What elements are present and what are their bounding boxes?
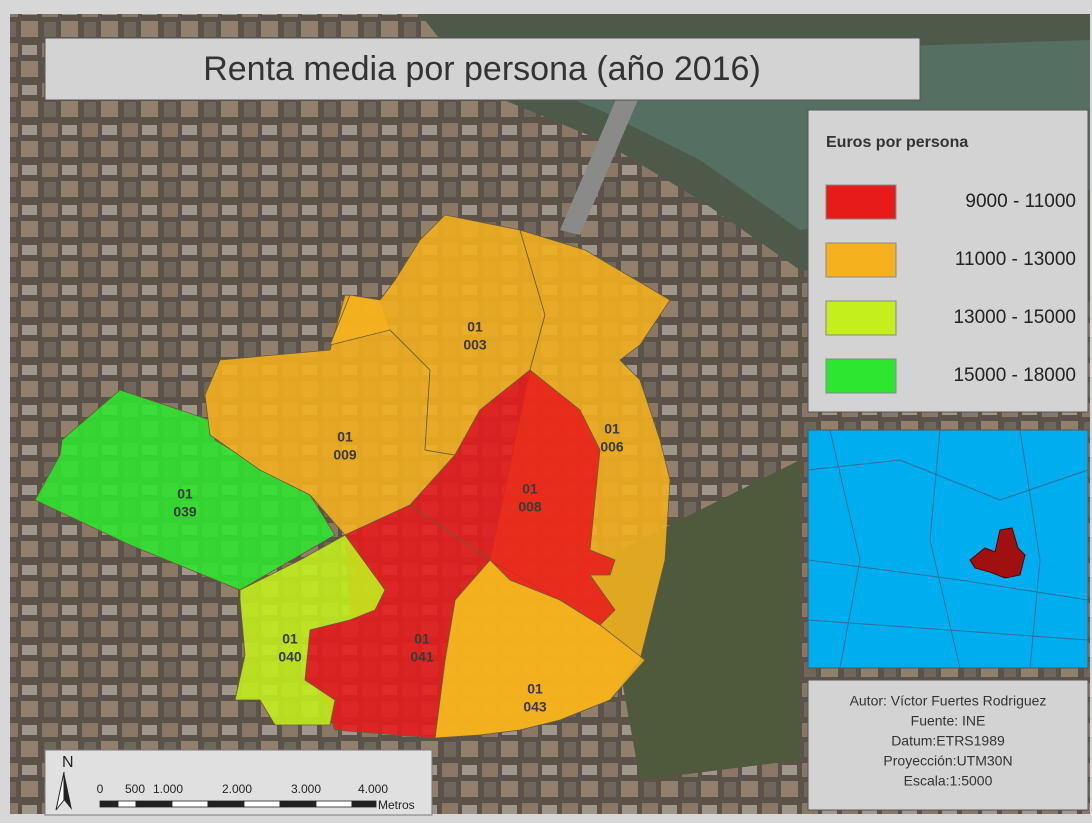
district-label: 01 (527, 681, 543, 697)
title: Renta media por persona (año 2016) (203, 50, 761, 88)
district-label: 041 (410, 649, 434, 665)
district-label: 040 (278, 649, 302, 665)
district-label: 008 (518, 499, 542, 515)
scale-segment (315, 800, 353, 808)
scale-label: 500 (125, 782, 145, 796)
scale-segment (207, 800, 245, 808)
inset-map (807, 429, 1089, 669)
inset-boundaries (807, 429, 1089, 669)
district-label: 01 (522, 481, 538, 497)
credit-line: Fuente: INE (911, 713, 986, 729)
legend-label: 15000 - 18000 (953, 365, 1076, 386)
credits: Autor: Víctor Fuertes Rodriguez Fuente: I… (850, 693, 1047, 789)
district-label: 01 (282, 631, 298, 647)
district-label: 01 (604, 421, 620, 437)
scale-bar: 0 500 1.000 2.000 3.000 4.000 Metros (97, 782, 415, 812)
credit-line: Escala:1:5000 (904, 773, 993, 789)
credit-line: Datum:ETRS1989 (891, 733, 1005, 749)
district-area (409, 369, 616, 626)
inset-highlight (969, 527, 1026, 579)
scale-label: 1.000 (153, 782, 183, 796)
scale-segment (135, 800, 173, 808)
district-area (234, 534, 386, 726)
scale-label: 3.000 (291, 782, 321, 796)
north-label: N (62, 754, 74, 771)
scale-segment (117, 800, 137, 808)
credit-line: Proyección:UTM30N (883, 753, 1012, 769)
bridge (560, 90, 640, 235)
legend-swatch (825, 358, 897, 394)
scale-segment (243, 800, 281, 808)
district-label: 009 (333, 447, 357, 463)
districts: 01 039 01 009 01 003 01 006 01 043 01 008 01 041 01 040 (34, 214, 671, 739)
legend: 9000 - 11000 11000 - 13000 13000 - 15000 15… (825, 184, 1076, 394)
scale-segment (171, 800, 209, 808)
legend-label: 11000 - 13000 (955, 249, 1076, 270)
north-arrow-right (64, 772, 72, 810)
scale-label: 2.000 (222, 782, 252, 796)
legend-swatch (825, 184, 897, 220)
title-box (44, 37, 921, 101)
district-label: 01 (177, 486, 193, 502)
district-label: 039 (173, 504, 197, 520)
scale-label: 4.000 (358, 782, 388, 796)
legend-label: 9000 - 11000 (965, 191, 1076, 212)
district-label: 01 (414, 631, 430, 647)
legend-swatch (825, 300, 897, 336)
credit-line: Autor: Víctor Fuertes Rodriguez (850, 693, 1047, 709)
legend-label: 13000 - 15000 (953, 307, 1076, 328)
district-label: 01 (467, 319, 483, 335)
scale-unit: Metros (378, 798, 415, 812)
scale-label: 0 (97, 782, 104, 796)
district-label: 01 (337, 429, 353, 445)
district-label: 043 (523, 699, 547, 715)
scale-segment (99, 800, 119, 808)
credits-box (807, 679, 1089, 811)
legend-swatch (825, 242, 897, 278)
scale-segment (351, 800, 377, 808)
legend-title: Euros por persona (826, 134, 968, 151)
district-label: 006 (600, 439, 624, 455)
scale-segment (279, 800, 317, 808)
district-label: 003 (463, 337, 487, 353)
